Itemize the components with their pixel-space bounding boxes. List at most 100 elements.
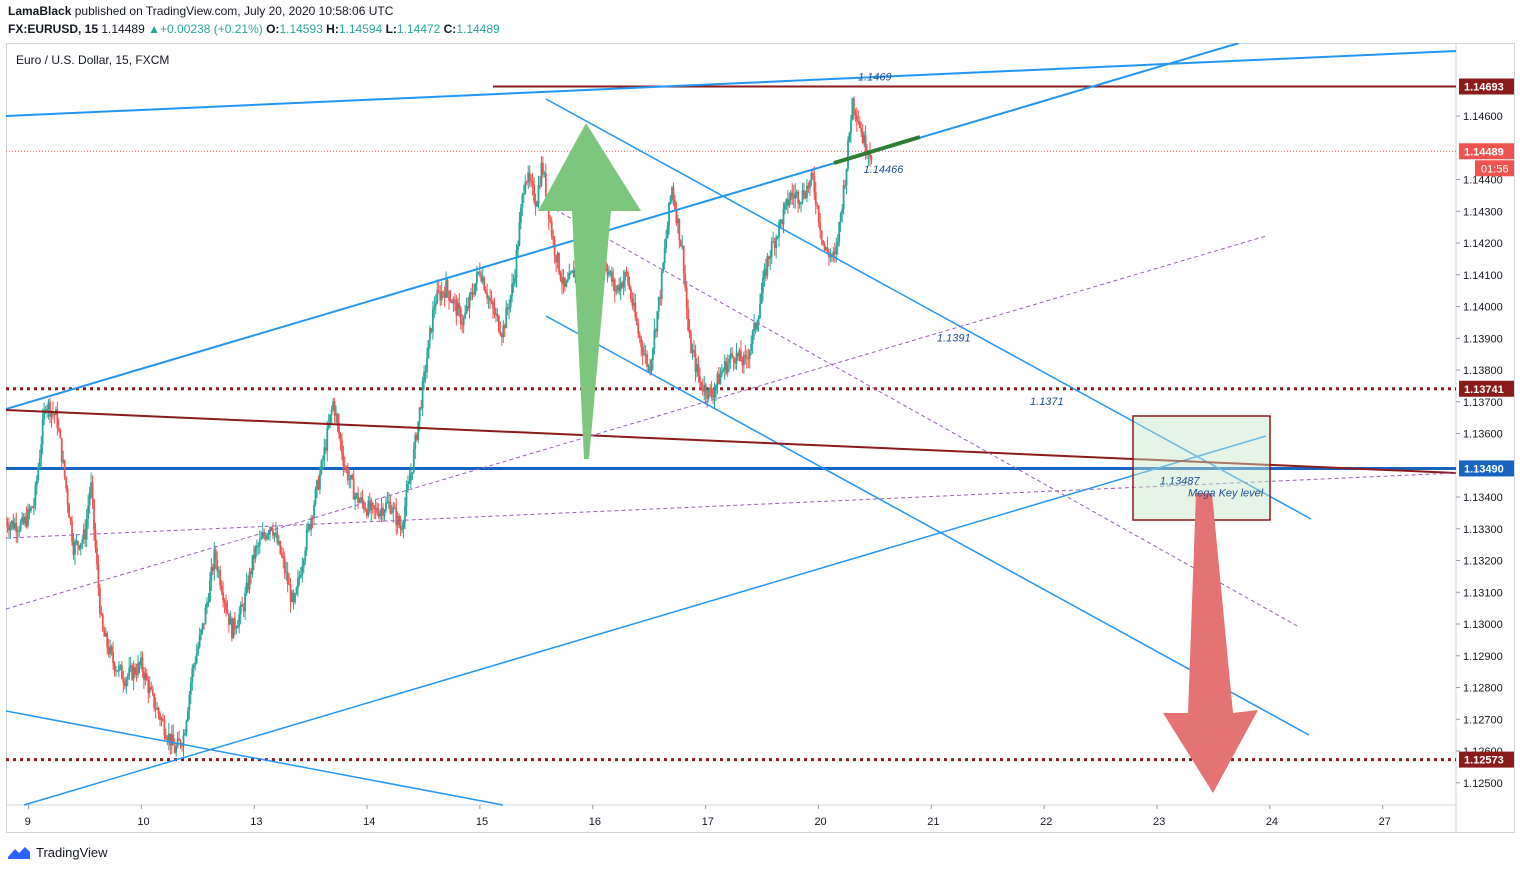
x-tick-label: 20: [814, 816, 826, 828]
candle-body: [167, 733, 170, 741]
price-axis[interactable]: 1.14600 1.14400 1.14300 1.14200 1.14100 1.140…: [1456, 78, 1514, 790]
candle-body: [624, 272, 626, 281]
candle-body: [242, 606, 245, 612]
candle-body: [354, 495, 357, 500]
candle-body: [470, 292, 472, 295]
candle-body: [769, 256, 772, 259]
candle-body: [492, 301, 494, 308]
candle-body: [327, 424, 330, 428]
candle-body: [16, 531, 19, 533]
candle-body: [32, 505, 35, 508]
candle-body: [68, 504, 70, 518]
candle-body: [762, 278, 764, 294]
candle-body: [571, 270, 574, 273]
candle-body: [632, 302, 635, 306]
candle-body: [694, 352, 697, 372]
candle-body: [376, 508, 379, 514]
chart-title: Euro / U.S. Dollar, 15, FXCM: [16, 53, 169, 67]
candle-body: [750, 343, 753, 351]
candle-body: [386, 502, 389, 504]
candle-body: [189, 682, 192, 695]
candle-body: [794, 193, 797, 199]
x-tick-label: 15: [476, 816, 488, 828]
price-chart[interactable]: Euro / U.S. Dollar, 15, FXCM 1.1469 1.144…: [5, 42, 1515, 833]
candle-body: [688, 329, 691, 335]
candle-body: [634, 302, 637, 318]
y-tick-label: 1.13000: [1463, 619, 1503, 631]
candle-body: [75, 540, 78, 543]
candle-body: [734, 361, 736, 364]
candle-body: [541, 162, 544, 175]
candle-body: [251, 554, 254, 575]
candle-body: [675, 208, 678, 224]
candle-body: [6, 522, 9, 528]
candle-body: [78, 545, 81, 549]
candle-body: [258, 539, 261, 546]
candle-body: [621, 282, 624, 288]
y-tick-label: 1.14100: [1463, 270, 1503, 282]
candle-body: [352, 478, 355, 500]
candle-body: [228, 613, 230, 625]
brand-name[interactable]: TradingView: [36, 844, 108, 860]
candle-body: [848, 132, 851, 141]
candle-body: [253, 554, 255, 560]
candle-body: [697, 364, 700, 376]
candle-body: [424, 371, 427, 373]
change-up-icon: ▲: [148, 22, 160, 36]
candle-body: [417, 421, 420, 440]
candle-body: [365, 510, 368, 516]
candle-body: [650, 360, 653, 372]
candle-body: [644, 353, 647, 355]
candle-body: [641, 346, 644, 355]
candle-body: [219, 570, 222, 586]
candle-body: [245, 582, 248, 594]
candle-body: [666, 225, 669, 239]
candle-body: [431, 309, 434, 332]
candle-body: [263, 533, 266, 537]
candle-body: [559, 272, 562, 280]
x-tick-label: 23: [1153, 816, 1165, 828]
candle-body: [248, 571, 251, 590]
candle-body: [672, 187, 675, 201]
candle-body: [25, 516, 28, 526]
candle-body: [272, 529, 274, 536]
candle-body: [141, 657, 144, 672]
y-tick-label: 1.14600: [1463, 111, 1503, 123]
candle-body: [678, 218, 681, 241]
candle-body: [744, 354, 747, 357]
candle-body: [458, 303, 461, 309]
candle-body: [609, 271, 612, 273]
candle-body: [19, 522, 22, 531]
candle-body: [94, 529, 97, 549]
candle-body: [72, 541, 75, 555]
candle-body: [379, 511, 381, 517]
candle-body: [449, 300, 452, 302]
x-tick-label: 24: [1266, 816, 1278, 828]
candle-body: [125, 679, 128, 686]
candle-body: [63, 460, 66, 478]
candle-body: [291, 592, 293, 602]
author-name[interactable]: LamaBlack: [8, 4, 72, 18]
candle-body: [565, 281, 568, 287]
candle-body: [735, 352, 738, 364]
price-tag: [1459, 380, 1514, 397]
candle-body: [522, 193, 525, 195]
candle-body: [203, 623, 205, 625]
candle-body: [631, 298, 634, 306]
candle-body: [691, 349, 694, 353]
candle-body: [269, 527, 271, 534]
candle-body: [173, 745, 176, 754]
candle-body: [568, 273, 571, 280]
candle-body: [276, 532, 279, 544]
candle-body: [731, 353, 734, 357]
candle-body: [622, 280, 625, 288]
candle-body: [844, 185, 846, 187]
candle-body: [71, 520, 73, 542]
candle-body: [153, 693, 156, 709]
candle-body: [756, 324, 758, 330]
time-axis[interactable]: 9 10 13 14 15 16 17 20 21 22 23 24 27: [25, 805, 1391, 828]
lower-rising-line: [23, 435, 1267, 806]
chart-container[interactable]: Euro / U.S. Dollar, 15, FXCM 1.1469 1.144…: [5, 42, 1515, 833]
candle-body: [373, 505, 376, 510]
candle-body: [286, 571, 289, 585]
